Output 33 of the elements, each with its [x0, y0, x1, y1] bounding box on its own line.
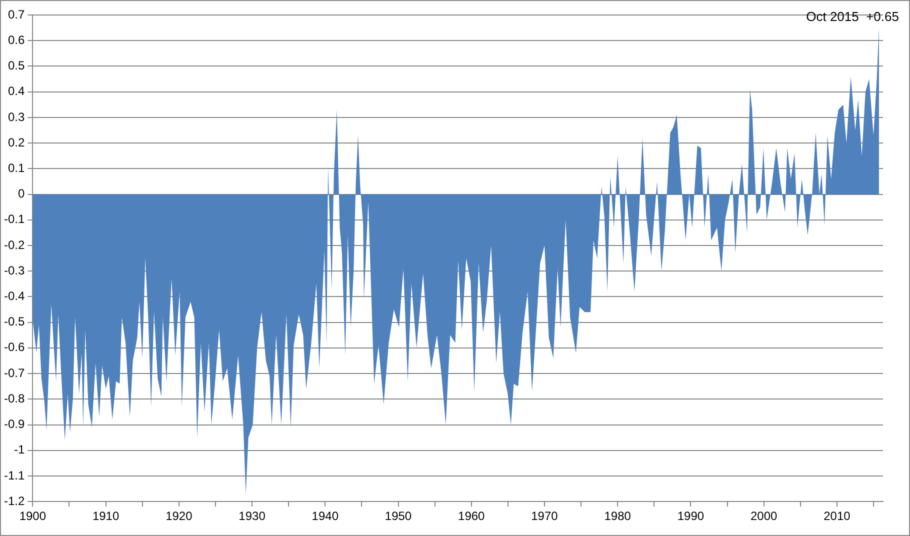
x-tick-label: 1960 [458, 509, 486, 524]
x-tick-label: 1930 [238, 509, 266, 524]
y-tick-label: -0.5 [4, 314, 25, 329]
x-tick-label: 1910 [92, 509, 120, 524]
y-tick-label: -0.7 [4, 366, 25, 380]
y-tick-label: -0.6 [4, 340, 25, 354]
y-tick-label: -0.4 [4, 289, 25, 304]
y-tick-label: -1 [14, 442, 25, 457]
annotation: Oct 2015 +0.65 [806, 8, 899, 24]
y-tick-label: -1.2 [4, 494, 25, 508]
y-tick-label: -1.1 [4, 468, 25, 482]
x-tick-label: 1970 [531, 509, 558, 524]
y-tick-label: -0.2 [4, 238, 25, 252]
x-tick-label: 1990 [677, 509, 704, 524]
x-tick-label: 1980 [604, 509, 632, 524]
x-tick-label: 2010 [824, 509, 851, 524]
y-tick-label: 0.4 [8, 84, 25, 98]
y-tick-label: 0 [18, 186, 25, 201]
y-tick-label: 0.6 [8, 32, 25, 47]
y-tick-label: 0.7 [8, 7, 25, 22]
y-tick-label: 0.1 [8, 160, 25, 175]
x-tick-label: 1920 [166, 509, 193, 524]
x-tick-label: 1900 [19, 509, 46, 524]
y-tick-label: 0.5 [8, 58, 25, 73]
y-tick-label: -0.3 [4, 263, 25, 278]
y-tick-label: -0.8 [4, 391, 25, 406]
x-tick-label: 1950 [384, 509, 412, 524]
y-tick-label: 0.2 [8, 135, 25, 150]
x-tick-label: 1940 [312, 509, 339, 524]
x-tick-label: 2000 [750, 509, 778, 524]
y-tick-label: -0.9 [4, 417, 25, 432]
y-tick-label: 0.3 [8, 110, 25, 124]
y-tick-label: -0.1 [4, 212, 25, 226]
